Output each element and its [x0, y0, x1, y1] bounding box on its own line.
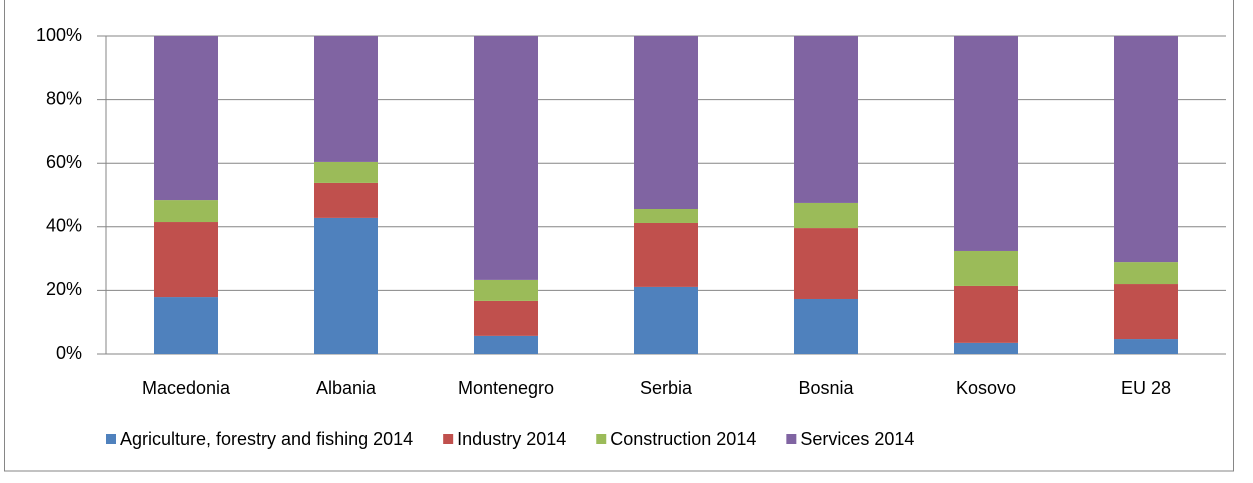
legend-label: Agriculture, forestry and fishing 2014	[120, 429, 413, 449]
legend-label: Construction 2014	[610, 429, 756, 449]
bar-segment	[154, 222, 218, 298]
bar-segment	[154, 36, 218, 201]
bar-segment	[1114, 262, 1178, 285]
bar-segment	[314, 182, 378, 218]
x-tick-label: Kosovo	[956, 378, 1016, 398]
bar-segment	[794, 298, 858, 354]
bar-segment	[474, 300, 538, 336]
bar-segment	[954, 342, 1018, 354]
x-tick-label: Macedonia	[142, 378, 231, 398]
bar-segment	[1114, 284, 1178, 340]
bar-segment	[314, 36, 378, 162]
bar-segment	[794, 36, 858, 203]
bar-segment	[634, 286, 698, 354]
x-tick-label: Bosnia	[798, 378, 854, 398]
bar-segment	[954, 250, 1018, 286]
bar-segment	[794, 228, 858, 299]
legend-swatch	[106, 434, 116, 444]
legend-label: Services 2014	[800, 429, 914, 449]
bar-segment	[954, 36, 1018, 251]
y-tick-label: 0%	[56, 343, 82, 363]
legend-swatch	[596, 434, 607, 444]
bar-segment	[634, 222, 698, 287]
bar-segment	[954, 285, 1018, 343]
y-tick-label: 80%	[46, 88, 82, 108]
bar-segment	[1114, 36, 1178, 263]
bar-segment	[474, 279, 538, 301]
bar-segment	[474, 36, 538, 280]
bar-segment	[314, 161, 378, 183]
x-tick-label: EU 28	[1121, 378, 1171, 398]
legend-swatch	[443, 434, 454, 444]
bar-segment	[474, 335, 538, 354]
x-tick-label: Albania	[316, 378, 377, 398]
bar-segment	[634, 36, 698, 209]
x-tick-label: Montenegro	[458, 378, 554, 398]
bar-segment	[1114, 339, 1178, 354]
y-tick-label: 40%	[46, 216, 82, 236]
legend-swatch	[786, 434, 797, 444]
y-tick-label: 20%	[46, 279, 82, 299]
legend-label: Industry 2014	[457, 429, 566, 449]
y-tick-label: 100%	[36, 25, 82, 45]
bar-segment	[154, 200, 218, 223]
bar-segment	[794, 202, 858, 229]
bar-segment	[314, 217, 378, 354]
bar-segment	[154, 297, 218, 354]
x-tick-label: Serbia	[640, 378, 693, 398]
y-tick-label: 60%	[46, 152, 82, 172]
bar-segment	[634, 208, 698, 223]
